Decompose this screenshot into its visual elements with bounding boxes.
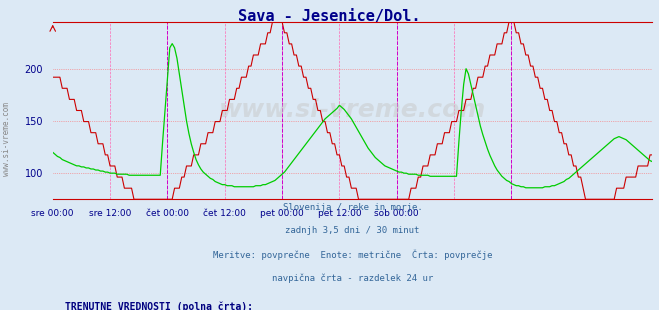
Text: www.si-vreme.com: www.si-vreme.com xyxy=(219,99,486,122)
Text: TRENUTNE VREDNOSTI (polna črta):: TRENUTNE VREDNOSTI (polna črta): xyxy=(65,302,252,310)
Text: zadnjh 3,5 dni / 30 minut: zadnjh 3,5 dni / 30 minut xyxy=(285,226,420,235)
Text: Meritve: povprečne  Enote: metrične  Črta: povprečje: Meritve: povprečne Enote: metrične Črta:… xyxy=(213,250,492,260)
Text: Slovenija / reke in morje.: Slovenija / reke in morje. xyxy=(283,202,422,211)
Text: www.si-vreme.com: www.si-vreme.com xyxy=(2,103,11,176)
Text: Sava - Jesenice/Dol.: Sava - Jesenice/Dol. xyxy=(239,9,420,24)
Text: navpična črta - razdelek 24 ur: navpična črta - razdelek 24 ur xyxy=(272,273,433,283)
